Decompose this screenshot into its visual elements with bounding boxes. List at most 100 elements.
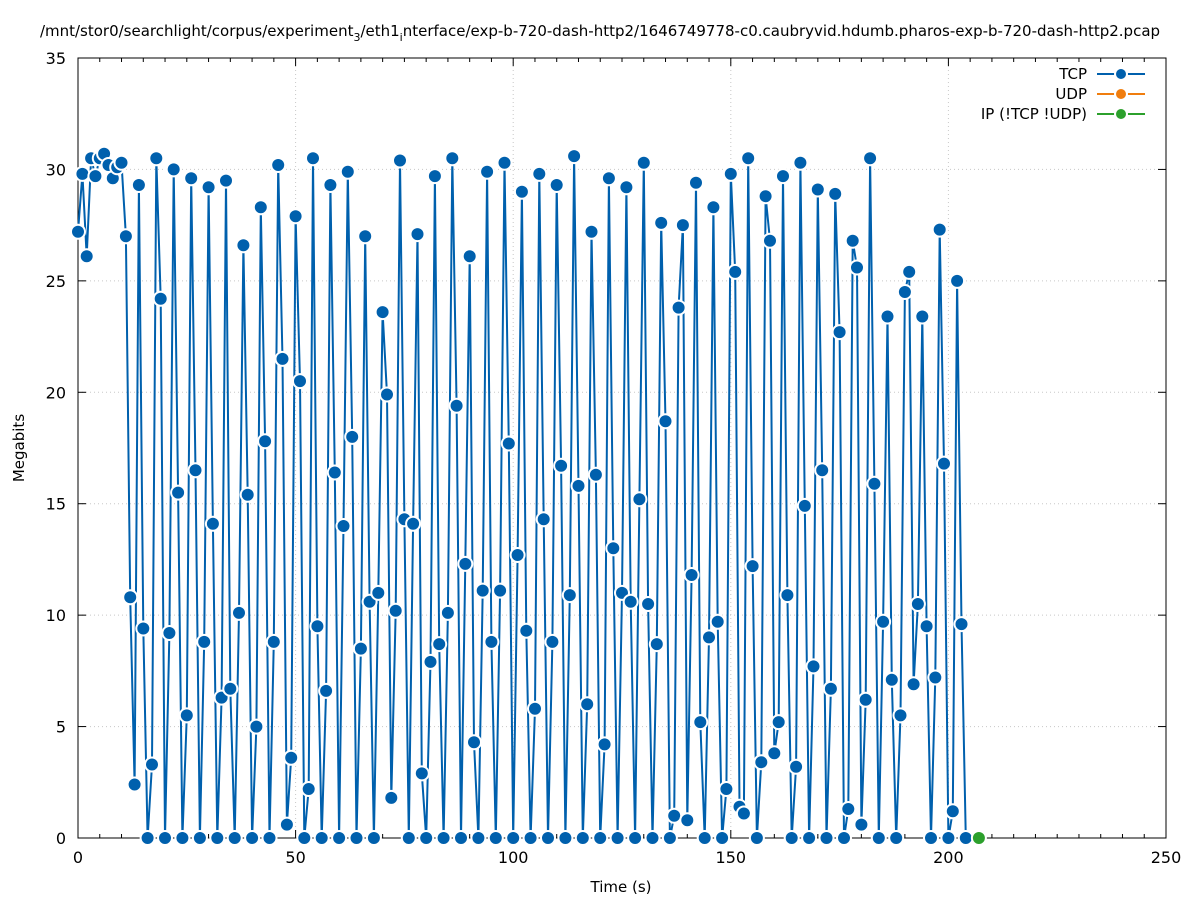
data-point — [148, 150, 165, 167]
y-tick-label: 20 — [46, 383, 66, 402]
x-tick-label: 0 — [73, 848, 83, 867]
data-point — [278, 816, 295, 833]
data-point — [914, 308, 931, 325]
data-point — [392, 152, 408, 169]
data-point — [270, 157, 287, 173]
data-point — [714, 830, 731, 846]
data-point — [274, 350, 291, 367]
data-point — [927, 669, 944, 686]
data-point — [322, 177, 339, 193]
data-point — [170, 484, 187, 501]
data-point — [439, 604, 456, 621]
data-point — [875, 613, 892, 630]
y-tick-label: 0 — [56, 829, 66, 848]
data-point — [831, 324, 848, 341]
data-point — [231, 604, 247, 621]
data-point — [540, 830, 556, 846]
data-point — [696, 830, 713, 846]
data-point — [840, 801, 857, 817]
data-point — [531, 165, 548, 182]
data-point — [287, 208, 304, 225]
data-point — [261, 830, 278, 846]
data-point — [822, 680, 839, 697]
data-point — [191, 830, 208, 846]
data-point — [592, 830, 609, 846]
data-point — [940, 830, 957, 846]
x-axis-label: Time (s) — [590, 878, 652, 896]
data-point — [318, 682, 335, 699]
data-point — [257, 433, 274, 450]
data-point — [409, 226, 426, 243]
data-point — [144, 756, 160, 773]
data-point — [553, 457, 570, 474]
data-point — [705, 199, 722, 216]
data-point — [679, 812, 696, 829]
legend-label: TCP — [1058, 65, 1087, 83]
data-point — [740, 150, 757, 167]
data-point — [300, 781, 317, 797]
data-point — [918, 618, 935, 635]
y-tick-label: 15 — [46, 495, 66, 514]
data-point — [87, 168, 104, 185]
x-tick-label: 100 — [498, 848, 529, 867]
legend-swatch-marker — [1114, 67, 1128, 81]
data-point — [853, 816, 870, 833]
data-point — [849, 259, 865, 276]
data-point — [357, 228, 374, 245]
data-point — [931, 221, 948, 238]
data-point — [574, 830, 591, 846]
data-point — [801, 830, 818, 846]
data-point — [600, 170, 617, 187]
data-point — [352, 640, 369, 657]
data-point — [644, 830, 661, 846]
data-point — [609, 830, 626, 846]
data-point — [296, 830, 313, 846]
data-point — [957, 830, 974, 846]
data-point — [135, 620, 152, 637]
data-point — [178, 707, 195, 724]
data-point — [418, 830, 435, 846]
data-point — [544, 633, 561, 650]
series-line — [77, 152, 967, 839]
data-point — [461, 248, 478, 265]
data-point — [753, 754, 770, 771]
data-point — [218, 172, 234, 189]
data-point — [183, 170, 200, 187]
data-point — [305, 150, 321, 167]
data-point — [527, 700, 543, 717]
data-point — [309, 618, 326, 635]
legend-label: IP (!TCP !UDP) — [981, 105, 1087, 123]
data-point — [226, 830, 243, 846]
data-point — [174, 830, 191, 846]
data-point — [126, 776, 143, 793]
data-point — [688, 174, 704, 191]
data-point — [792, 154, 809, 171]
data-point — [587, 466, 604, 483]
data-point — [200, 179, 217, 196]
data-point — [735, 805, 752, 822]
series-0 — [70, 145, 974, 846]
data-point — [513, 183, 530, 200]
data-point — [670, 299, 687, 316]
data-point — [466, 734, 482, 751]
data-point — [157, 830, 173, 846]
data-point — [522, 830, 539, 846]
data-point — [879, 308, 896, 325]
data-point — [444, 150, 461, 167]
data-point — [70, 223, 86, 240]
data-point — [783, 830, 800, 846]
data-point — [566, 148, 583, 165]
y-tick-label: 35 — [46, 49, 66, 68]
data-point — [496, 154, 513, 171]
data-point — [622, 593, 639, 610]
data-point — [239, 486, 256, 503]
x-tick-label: 250 — [1151, 848, 1182, 867]
y-tick-label: 5 — [56, 718, 66, 737]
data-point — [701, 629, 717, 646]
data-point — [762, 232, 778, 249]
data-point — [618, 179, 635, 196]
legend-label: UDP — [1055, 85, 1087, 103]
data-point — [161, 625, 178, 641]
data-point — [814, 462, 831, 479]
data-point — [570, 477, 587, 494]
